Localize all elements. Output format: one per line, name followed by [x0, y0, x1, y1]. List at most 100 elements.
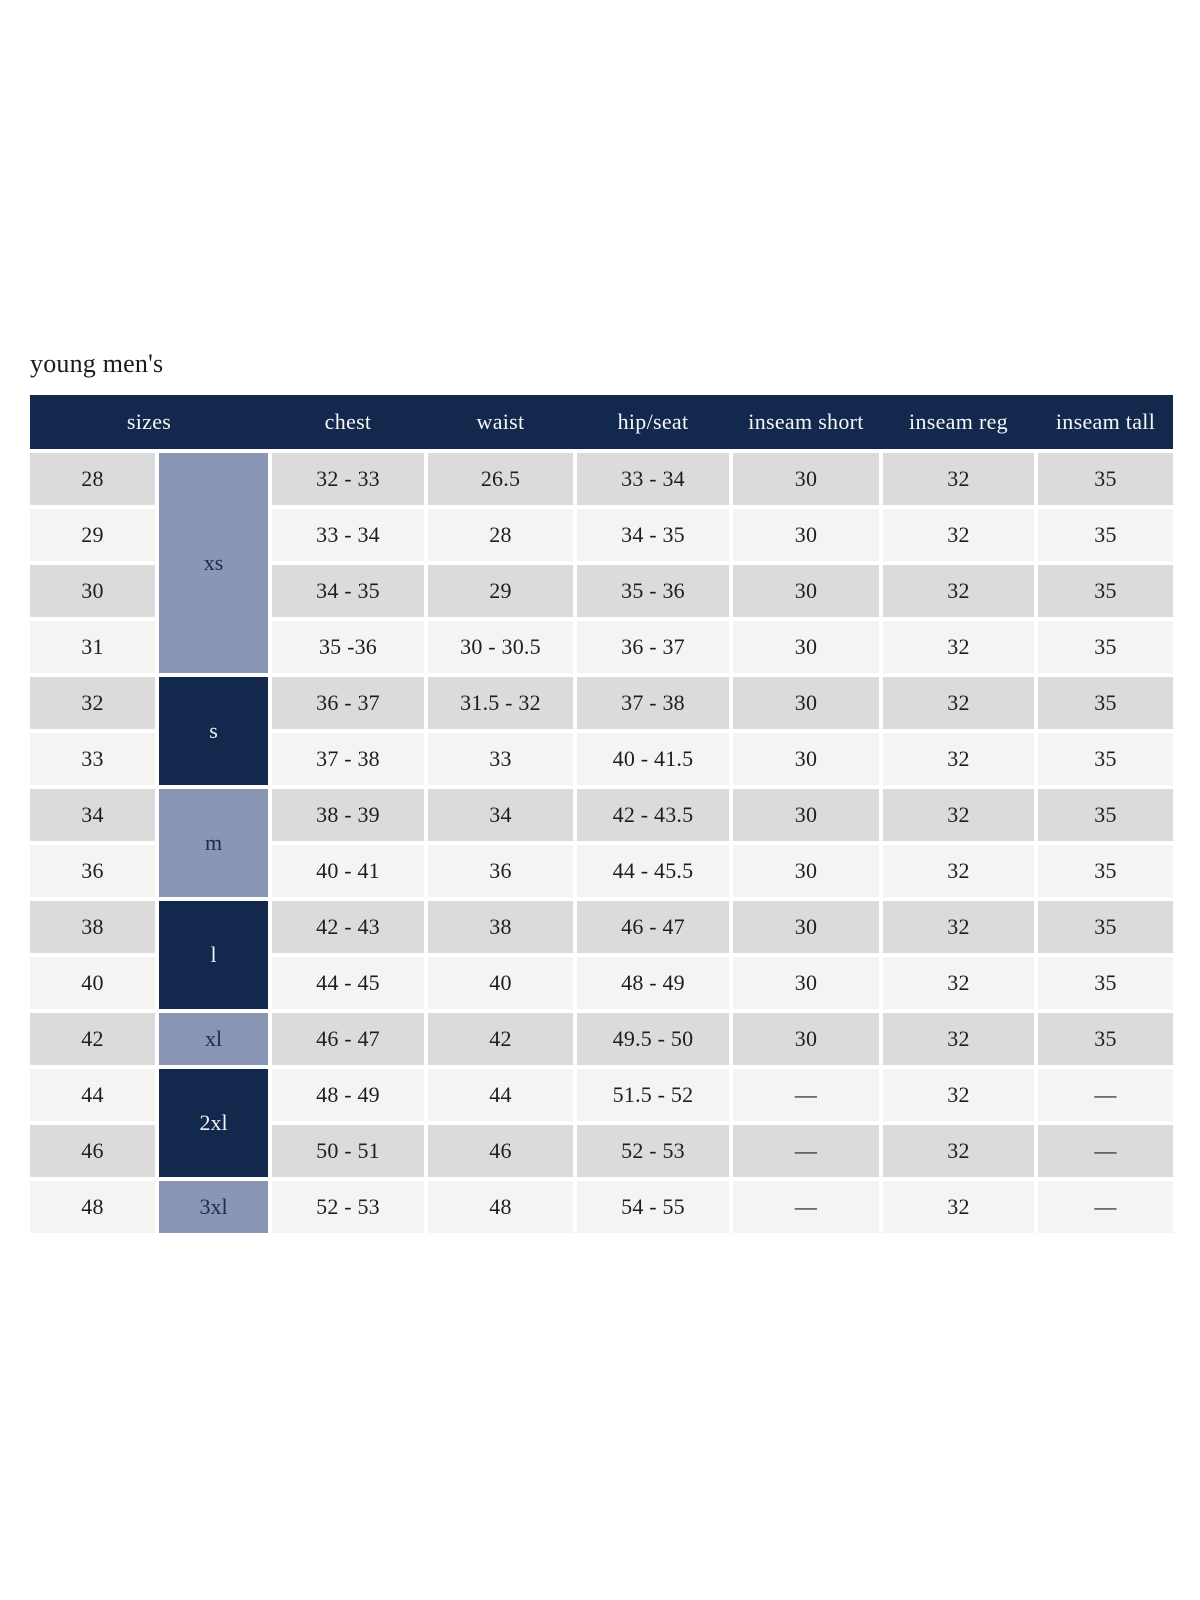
column-header-chest: chest [324, 409, 372, 434]
column-header-waist: waist [476, 409, 525, 434]
chest-cell: 42 - 43 [272, 901, 424, 953]
size-cell: 29 [30, 509, 155, 561]
chest-cell: 44 - 45 [272, 957, 424, 1009]
size-cell: 40 [30, 957, 155, 1009]
inseam-tall-cell: 35 [1038, 565, 1173, 617]
column-header-inseam-short: inseam short [748, 409, 864, 434]
inseam-reg-cell: 32 [883, 1013, 1034, 1065]
hip-seat-cell: 36 - 37 [577, 621, 729, 673]
size-cell: 36 [30, 845, 155, 897]
table-body: 28 xs 32 - 33 26.5 33 - 34 30 32 35 29 33 - 34 28 3… [30, 453, 1173, 1233]
inseam-short-cell: 30 [733, 565, 879, 617]
hip-seat-cell: 52 - 53 [577, 1125, 729, 1177]
size-chart-table: sizes chest waist hip/seat inseam short … [30, 395, 1173, 1233]
size-cell: 44 [30, 1069, 155, 1121]
inseam-short-cell: 30 [733, 733, 879, 785]
hip-seat-cell: 40 - 41.5 [577, 733, 729, 785]
inseam-reg-cell: 32 [883, 789, 1034, 841]
waist-cell: 48 [428, 1181, 573, 1233]
inseam-reg-cell: 32 [883, 1069, 1034, 1121]
inseam-tall-cell: — [1038, 1181, 1173, 1233]
hip-seat-cell: 42 - 43.5 [577, 789, 729, 841]
size-cell: 48 [30, 1181, 155, 1233]
page-title: young men's [30, 349, 164, 378]
size-cell: 32 [30, 677, 155, 729]
inseam-tall-cell: — [1038, 1069, 1173, 1121]
inseam-short-cell: 30 [733, 901, 879, 953]
inseam-tall-cell: 35 [1038, 733, 1173, 785]
chest-cell: 32 - 33 [272, 453, 424, 505]
inseam-tall-cell: 35 [1038, 1013, 1173, 1065]
hip-seat-cell: 51.5 - 52 [577, 1069, 729, 1121]
inseam-reg-cell: 32 [883, 845, 1034, 897]
hip-seat-cell: 37 - 38 [577, 677, 729, 729]
size-group-cell: m [159, 789, 268, 897]
waist-cell: 42 [428, 1013, 573, 1065]
column-header-sizes: sizes [126, 409, 172, 434]
column-header-inseam-tall: inseam tall [1055, 409, 1156, 434]
waist-cell: 31.5 - 32 [428, 677, 573, 729]
inseam-reg-cell: 32 [883, 565, 1034, 617]
waist-cell: 36 [428, 845, 573, 897]
chest-cell: 38 - 39 [272, 789, 424, 841]
inseam-reg-cell: 32 [883, 509, 1034, 561]
inseam-short-cell: — [733, 1181, 879, 1233]
inseam-short-cell: 30 [733, 845, 879, 897]
chest-cell: 46 - 47 [272, 1013, 424, 1065]
waist-cell: 40 [428, 957, 573, 1009]
size-group-cell: l [159, 901, 268, 1009]
size-cell: 30 [30, 565, 155, 617]
size-cell: 34 [30, 789, 155, 841]
inseam-short-cell: 30 [733, 453, 879, 505]
inseam-reg-cell: 32 [883, 733, 1034, 785]
size-cell: 31 [30, 621, 155, 673]
hip-seat-cell: 34 - 35 [577, 509, 729, 561]
waist-cell: 29 [428, 565, 573, 617]
inseam-tall-cell: 35 [1038, 509, 1173, 561]
waist-cell: 26.5 [428, 453, 573, 505]
column-header-hip-seat: hip/seat [617, 409, 689, 434]
inseam-tall-cell: 35 [1038, 453, 1173, 505]
inseam-tall-cell: — [1038, 1125, 1173, 1177]
chest-cell: 35 -36 [272, 621, 424, 673]
inseam-reg-cell: 32 [883, 1125, 1034, 1177]
inseam-short-cell: 30 [733, 509, 879, 561]
chest-cell: 34 - 35 [272, 565, 424, 617]
inseam-short-cell: 30 [733, 621, 879, 673]
inseam-reg-cell: 32 [883, 621, 1034, 673]
waist-cell: 28 [428, 509, 573, 561]
chest-cell: 52 - 53 [272, 1181, 424, 1233]
inseam-short-cell: 30 [733, 789, 879, 841]
chest-cell: 50 - 51 [272, 1125, 424, 1177]
inseam-short-cell: — [733, 1125, 879, 1177]
inseam-reg-cell: 32 [883, 453, 1034, 505]
chest-cell: 37 - 38 [272, 733, 424, 785]
size-cell: 38 [30, 901, 155, 953]
size-group-cell: xs [159, 453, 268, 673]
inseam-reg-cell: 32 [883, 677, 1034, 729]
chest-cell: 48 - 49 [272, 1069, 424, 1121]
inseam-tall-cell: 35 [1038, 621, 1173, 673]
waist-cell: 38 [428, 901, 573, 953]
hip-seat-cell: 33 - 34 [577, 453, 729, 505]
hip-seat-cell: 46 - 47 [577, 901, 729, 953]
inseam-reg-cell: 32 [883, 901, 1034, 953]
inseam-tall-cell: 35 [1038, 677, 1173, 729]
hip-seat-cell: 35 - 36 [577, 565, 729, 617]
chest-cell: 33 - 34 [272, 509, 424, 561]
table-header-row: sizes chest waist hip/seat inseam short … [30, 395, 1173, 449]
inseam-reg-cell: 32 [883, 1181, 1034, 1233]
inseam-tall-cell: 35 [1038, 957, 1173, 1009]
inseam-short-cell: — [733, 1069, 879, 1121]
size-cell: 33 [30, 733, 155, 785]
waist-cell: 34 [428, 789, 573, 841]
size-group-cell: s [159, 677, 268, 785]
chest-cell: 40 - 41 [272, 845, 424, 897]
inseam-short-cell: 30 [733, 677, 879, 729]
hip-seat-cell: 54 - 55 [577, 1181, 729, 1233]
size-group-cell: xl [159, 1013, 268, 1065]
size-cell: 42 [30, 1013, 155, 1065]
inseam-tall-cell: 35 [1038, 901, 1173, 953]
size-group-cell: 3xl [159, 1181, 268, 1233]
